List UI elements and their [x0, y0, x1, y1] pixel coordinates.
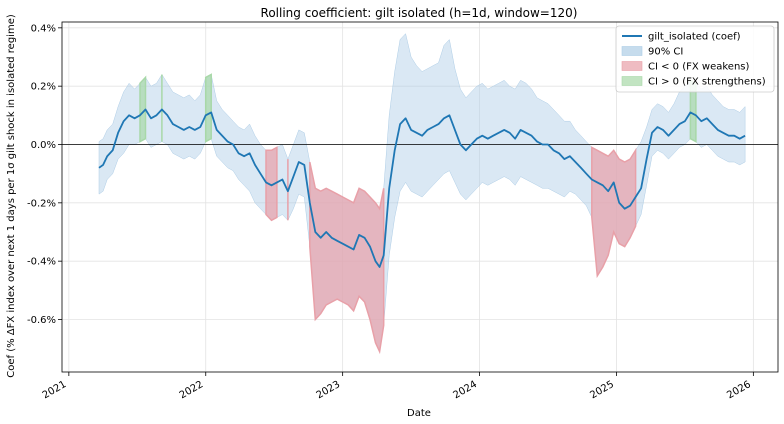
- coef-series-line: [98, 108, 746, 268]
- regime-positive-fill: [139, 75, 147, 143]
- regime-negative-fill: [265, 146, 278, 222]
- regime-negative-fill: [309, 161, 385, 355]
- x-tick-label: 2022: [178, 379, 206, 401]
- legend-label-ci: 90% CI: [648, 47, 683, 58]
- regime-fill-layer: [139, 73, 697, 355]
- chart-title: Rolling coefficient: gilt isolated (h=1d…: [261, 6, 578, 20]
- chart-legend: gilt_isolated (coef) 90% CI CI < 0 (FX wea…: [615, 25, 775, 93]
- x-axis-label: Date: [407, 408, 431, 419]
- legend-label-neg: CI < 0 (FX weakens): [648, 62, 749, 73]
- coef-line-layer: [98, 108, 746, 268]
- y-tick-label: 0.4%: [31, 23, 56, 34]
- regime-positive-fill: [204, 73, 212, 143]
- regime-negative-fill: [591, 146, 637, 279]
- x-tick-label: 2025: [588, 379, 616, 401]
- y-tick-label: 0.2%: [31, 82, 56, 93]
- y-tick-label: -0.4%: [27, 257, 56, 268]
- x-tick-label: 2021: [41, 379, 69, 401]
- y-axis-label: Coef (% ΔFX index over next 1 days per 1…: [6, 14, 17, 378]
- x-tick-label: 2026: [725, 379, 753, 401]
- y-tick-label: 0.0%: [31, 140, 56, 151]
- y-axis-ticks: 0.4% 0.2% 0.0% -0.2% -0.4% -0.6%: [27, 23, 62, 326]
- legend-swatch-pos: [621, 76, 643, 86]
- legend-label-pos: CI > 0 (FX strengthens): [648, 77, 766, 88]
- x-axis-ticks: 2021 2022 2023 2024 2025 2026: [41, 372, 754, 401]
- x-tick-label: 2024: [452, 379, 480, 401]
- legend-swatch-ci: [621, 46, 643, 56]
- x-tick-label: 2023: [315, 379, 343, 401]
- y-tick-label: -0.2%: [27, 198, 56, 209]
- y-tick-label: -0.6%: [27, 315, 56, 326]
- legend-label-coef: gilt_isolated (coef): [648, 32, 741, 43]
- plot-frame: [61, 21, 779, 373]
- legend-swatch-neg: [621, 61, 643, 71]
- legend-box: [615, 25, 775, 93]
